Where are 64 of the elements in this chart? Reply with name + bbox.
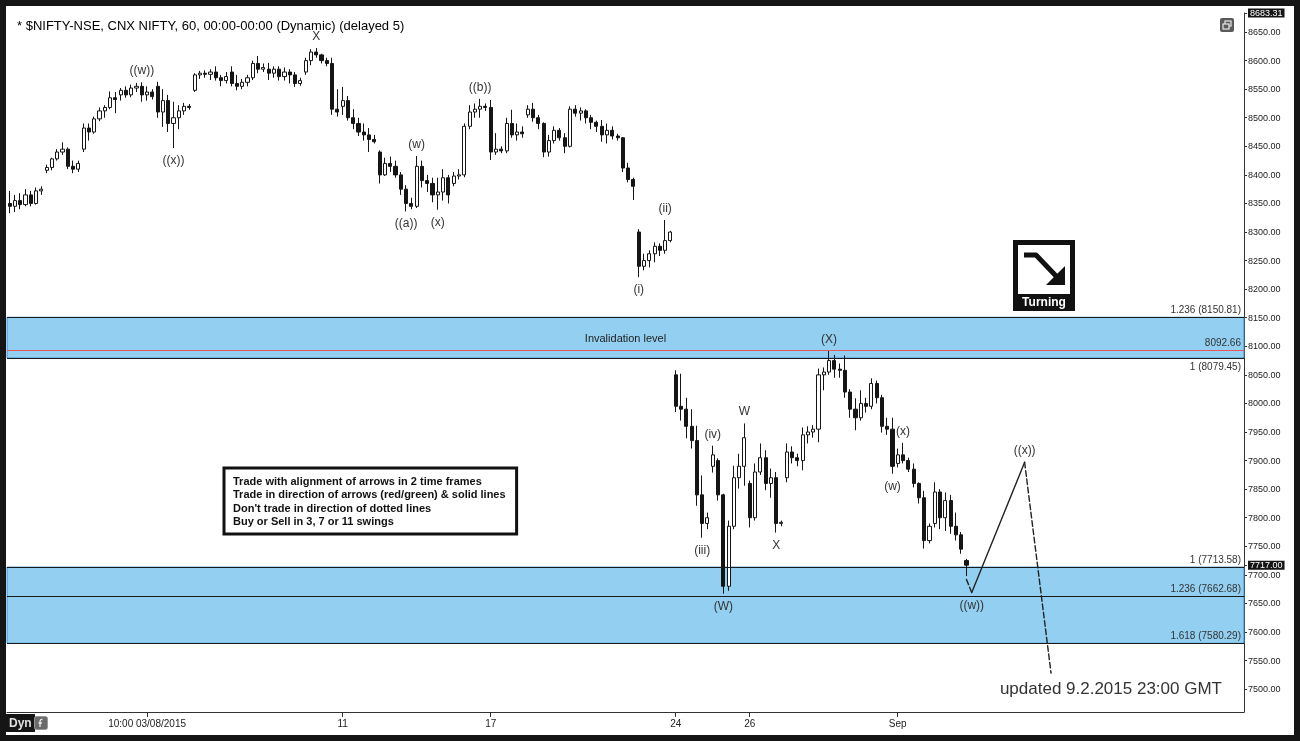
text: Dyn <box>6 714 35 732</box>
x-tick-label: 10:00 03/08/2015 <box>108 717 187 729</box>
ref-line-label: 1 (8079.45) <box>1189 360 1241 372</box>
annotation: Buy or Sell in 3, 7 or 11 swings <box>233 515 394 528</box>
band-label: Invalidation level <box>584 331 667 344</box>
annotation: ((a)) <box>394 216 418 231</box>
ref-line-label: 1.618 (7580.29) <box>1170 629 1241 641</box>
x-tick-label: 17 <box>485 717 497 729</box>
annotation: Turning <box>1013 294 1075 311</box>
y-tick-label: 8450.00 <box>1248 141 1281 152</box>
annotation: (iv) <box>704 426 722 441</box>
annotation: ((b)) <box>468 79 492 94</box>
y-tick-label: 8150.00 <box>1248 312 1281 323</box>
y-tick-label: 8350.00 <box>1248 198 1281 209</box>
y-tick-label: 7717.00 <box>1250 560 1283 571</box>
y-tick-label: 8200.00 <box>1248 284 1281 295</box>
annotation: ((x)) <box>162 153 185 168</box>
y-tick-label: 8683.31 <box>1250 8 1283 18</box>
annotation: ((w)) <box>129 63 155 78</box>
annotation: ((x)) <box>1013 443 1036 458</box>
annotation: (x) <box>430 214 445 229</box>
annotation: ((w)) <box>959 597 985 612</box>
ref-line-label: 1.236 (8150.81) <box>1170 303 1241 315</box>
y-tick-label: 7800.00 <box>1248 512 1281 523</box>
y-tick-label: 7900.00 <box>1248 455 1281 466</box>
y-tick-label: 7850.00 <box>1248 484 1281 495</box>
annotation: updated 9.2.2015 23:00 GMT <box>999 678 1222 698</box>
y-tick-label: 8600.00 <box>1248 55 1281 66</box>
x-tick-label: 11 <box>337 717 349 729</box>
y-tick-label: 7500.00 <box>1248 684 1281 695</box>
annotation: (w) <box>884 478 901 493</box>
y-tick-label: 7950.00 <box>1248 427 1281 438</box>
ref-line-label: 1.236 (7662.68) <box>1170 582 1241 594</box>
annotation: Trade in direction of arrows (red/green) & solid lines <box>233 488 506 501</box>
annotation: (X) <box>821 331 838 346</box>
annotation: (W) <box>713 598 733 613</box>
ref-line-label: 1 (7713.58) <box>1189 553 1241 565</box>
annotation: (ii) <box>658 201 672 216</box>
x-tick-label: Sep <box>888 717 908 729</box>
annotation: Trade with alignment of arrows in 2 time frames <box>233 474 482 487</box>
y-tick-label: 8050.00 <box>1248 369 1281 380</box>
annotation: (iii) <box>694 542 711 557</box>
y-tick-label: 7750.00 <box>1248 541 1281 552</box>
y-tick-label: 7700.00 <box>1248 569 1281 580</box>
y-tick-label: 8550.00 <box>1248 84 1281 95</box>
y-tick-label: 8100.00 <box>1248 341 1281 352</box>
x-tick-label: 24 <box>670 717 682 729</box>
annotation: (w) <box>408 137 426 152</box>
annotation: (x) <box>896 423 911 438</box>
y-tick-label: 8500.00 <box>1248 112 1281 123</box>
y-tick-label: 8000.00 <box>1248 398 1281 409</box>
annotation: (i) <box>633 282 645 297</box>
y-tick-label: 7650.00 <box>1248 598 1281 609</box>
y-tick-label: 8400.00 <box>1248 169 1281 180</box>
x-tick-label: 26 <box>744 717 756 729</box>
annotation: X <box>772 537 781 552</box>
annotation: W <box>738 404 751 419</box>
y-tick-label: 7600.00 <box>1248 627 1281 637</box>
y-tick-label: 8650.00 <box>1248 27 1281 38</box>
ref-line-label: 8092.66 <box>1204 337 1242 348</box>
y-tick-label: 7550.00 <box>1248 655 1281 666</box>
annotation: Don't trade in direction of dotted lines <box>233 501 432 514</box>
y-tick-label: 8300.00 <box>1248 227 1281 238</box>
y-tick-label: 8250.00 <box>1248 255 1281 266</box>
